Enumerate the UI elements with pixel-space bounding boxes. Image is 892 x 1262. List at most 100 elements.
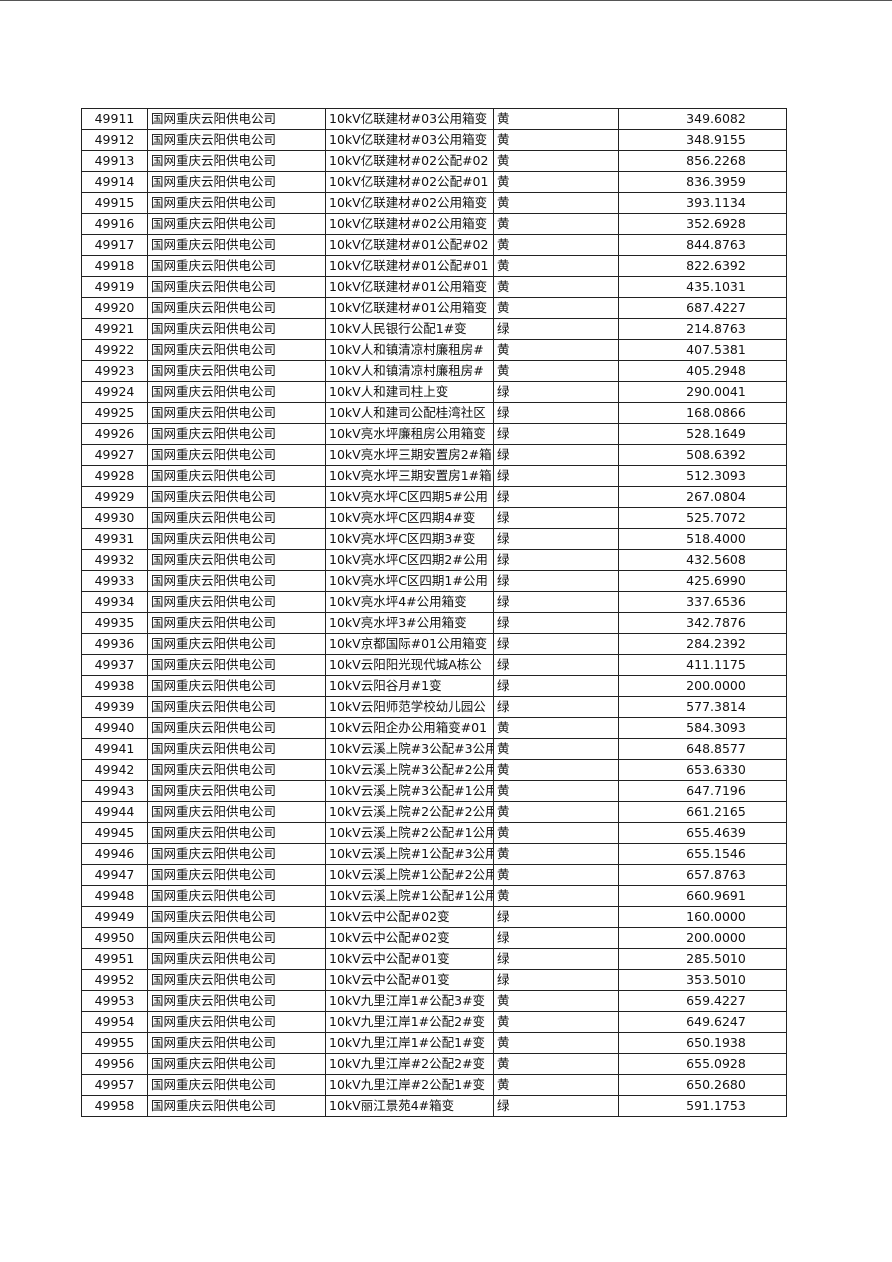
status-cell: 黄	[493, 171, 619, 193]
status-cell: 黄	[493, 885, 619, 907]
transformer-name-cell: 10kV云溪上院#1公配#2公用	[325, 864, 494, 886]
data-table: 49911 国网重庆云阳供电公司 10kV亿联建材#03公用箱变黄 349.6082 4…	[81, 108, 787, 1117]
status-cell: 绿	[493, 1095, 619, 1117]
transformer-name-cell: 10kV亮水坪C区四期3#变	[325, 528, 494, 550]
value-cell: 591.1753	[618, 1095, 787, 1117]
value-cell: 352.6928	[618, 213, 787, 235]
transformer-name-cell: 10kV亮水坪C区四期1#公用	[325, 570, 494, 592]
status-cell: 黄	[493, 150, 619, 172]
transformer-name-cell: 10kV亿联建材#03公用箱变	[325, 108, 494, 130]
status-cell: 黄	[493, 108, 619, 130]
company-cell: 国网重庆云阳供电公司	[147, 528, 326, 550]
status-cell: 绿	[493, 675, 619, 697]
value-cell: 508.6392	[618, 444, 787, 466]
value-cell: 285.5010	[618, 948, 787, 970]
company-cell: 国网重庆云阳供电公司	[147, 885, 326, 907]
transformer-name-cell: 10kV云溪上院#3公配#1公用	[325, 780, 494, 802]
status-cell: 绿	[493, 423, 619, 445]
value-cell: 856.2268	[618, 150, 787, 172]
row-id-cell: 49927	[81, 444, 148, 466]
value-cell: 405.2948	[618, 360, 787, 382]
table-row: 49916 国网重庆云阳供电公司 10kV亿联建材#02公用箱变黄 352.6928	[81, 213, 787, 235]
row-id-cell: 49920	[81, 297, 148, 319]
value-cell: 393.1134	[618, 192, 787, 214]
status-cell: 绿	[493, 906, 619, 928]
table-row: 49933 国网重庆云阳供电公司 10kV亮水坪C区四期1#公用绿 425.6990	[81, 570, 787, 592]
row-id-cell: 49956	[81, 1053, 148, 1075]
company-cell: 国网重庆云阳供电公司	[147, 717, 326, 739]
transformer-name-cell: 10kV亿联建材#01公用箱变	[325, 276, 494, 298]
value-cell: 649.6247	[618, 1011, 787, 1033]
company-cell: 国网重庆云阳供电公司	[147, 927, 326, 949]
company-cell: 国网重庆云阳供电公司	[147, 780, 326, 802]
value-cell: 657.8763	[618, 864, 787, 886]
company-cell: 国网重庆云阳供电公司	[147, 612, 326, 634]
row-id-cell: 49942	[81, 759, 148, 781]
status-cell: 黄	[493, 1032, 619, 1054]
table-row: 49913 国网重庆云阳供电公司 10kV亿联建材#02公配#02 黄 856.2268	[81, 150, 787, 172]
status-cell: 黄	[493, 822, 619, 844]
row-id-cell: 49916	[81, 213, 148, 235]
transformer-name-cell: 10kV亿联建材#02公用箱变	[325, 213, 494, 235]
company-cell: 国网重庆云阳供电公司	[147, 549, 326, 571]
table-row: 49953 国网重庆云阳供电公司 10kV九里江岸1#公配3#变黄 659.4227	[81, 990, 787, 1012]
status-cell: 绿	[493, 549, 619, 571]
company-cell: 国网重庆云阳供电公司	[147, 759, 326, 781]
company-cell: 国网重庆云阳供电公司	[147, 360, 326, 382]
value-cell: 342.7876	[618, 612, 787, 634]
transformer-name-cell: 10kV亮水坪廉租房公用箱变	[325, 423, 494, 445]
row-id-cell: 49937	[81, 654, 148, 676]
status-cell: 黄	[493, 843, 619, 865]
company-cell: 国网重庆云阳供电公司	[147, 633, 326, 655]
value-cell: 650.1938	[618, 1032, 787, 1054]
table-row: 49917 国网重庆云阳供电公司 10kV亿联建材#01公配#02 黄 844.8763	[81, 234, 787, 256]
transformer-name-cell: 10kV人和镇清凉村廉租房#	[325, 339, 494, 361]
company-cell: 国网重庆云阳供电公司	[147, 465, 326, 487]
status-cell: 黄	[493, 276, 619, 298]
table-row: 49954 国网重庆云阳供电公司 10kV九里江岸1#公配2#变黄 649.6247	[81, 1011, 787, 1033]
transformer-name-cell: 10kV云溪上院#2公配#1公用	[325, 822, 494, 844]
status-cell: 绿	[493, 486, 619, 508]
status-cell: 绿	[493, 969, 619, 991]
company-cell: 国网重庆云阳供电公司	[147, 1032, 326, 1054]
transformer-name-cell: 10kV人民银行公配1#变	[325, 318, 494, 340]
value-cell: 659.4227	[618, 990, 787, 1012]
table-row: 49912 国网重庆云阳供电公司 10kV亿联建材#03公用箱变黄 348.9155	[81, 129, 787, 151]
row-id-cell: 49944	[81, 801, 148, 823]
transformer-name-cell: 10kV云阳阳光现代城A栋公	[325, 654, 494, 676]
table-row: 49957 国网重庆云阳供电公司 10kV九里江岸#2公配1#变黄 650.2680	[81, 1074, 787, 1096]
transformer-name-cell: 10kV九里江岸1#公配1#变	[325, 1032, 494, 1054]
row-id-cell: 49918	[81, 255, 148, 277]
value-cell: 648.8577	[618, 738, 787, 760]
value-cell: 650.2680	[618, 1074, 787, 1096]
row-id-cell: 49946	[81, 843, 148, 865]
row-id-cell: 49940	[81, 717, 148, 739]
table-row: 49911 国网重庆云阳供电公司 10kV亿联建材#03公用箱变黄 349.6082	[81, 108, 787, 130]
row-id-cell: 49931	[81, 528, 148, 550]
row-id-cell: 49950	[81, 927, 148, 949]
transformer-name-cell: 10kV亿联建材#03公用箱变	[325, 129, 494, 151]
transformer-name-cell: 10kV云中公配#01变	[325, 948, 494, 970]
table-row: 49940 国网重庆云阳供电公司 10kV云阳企办公用箱变#01 黄 584.3093	[81, 717, 787, 739]
row-id-cell: 49952	[81, 969, 148, 991]
row-id-cell: 49943	[81, 780, 148, 802]
company-cell: 国网重庆云阳供电公司	[147, 738, 326, 760]
row-id-cell: 49911	[81, 108, 148, 130]
table-row: 49937 国网重庆云阳供电公司 10kV云阳阳光现代城A栋公绿 411.1175	[81, 654, 787, 676]
table-row: 49914 国网重庆云阳供电公司 10kV亿联建材#02公配#01 黄 836.3959	[81, 171, 787, 193]
table-row: 49949 国网重庆云阳供电公司 10kV云中公配#02变绿 160.0000	[81, 906, 787, 928]
company-cell: 国网重庆云阳供电公司	[147, 381, 326, 403]
row-id-cell: 49929	[81, 486, 148, 508]
transformer-name-cell: 10kV云中公配#02变	[325, 927, 494, 949]
transformer-name-cell: 10kV云溪上院#1公配#3公用	[325, 843, 494, 865]
status-cell: 黄	[493, 801, 619, 823]
company-cell: 国网重庆云阳供电公司	[147, 423, 326, 445]
company-cell: 国网重庆云阳供电公司	[147, 234, 326, 256]
transformer-name-cell: 10kV九里江岸#2公配1#变	[325, 1074, 494, 1096]
status-cell: 绿	[493, 654, 619, 676]
transformer-name-cell: 10kV云溪上院#1公配#1公用	[325, 885, 494, 907]
transformer-name-cell: 10kV云阳师范学校幼儿园公	[325, 696, 494, 718]
table-row: 49934 国网重庆云阳供电公司 10kV亮水坪4#公用箱变绿 337.6536	[81, 591, 787, 613]
company-cell: 国网重庆云阳供电公司	[147, 1011, 326, 1033]
transformer-name-cell: 10kV亮水坪4#公用箱变	[325, 591, 494, 613]
